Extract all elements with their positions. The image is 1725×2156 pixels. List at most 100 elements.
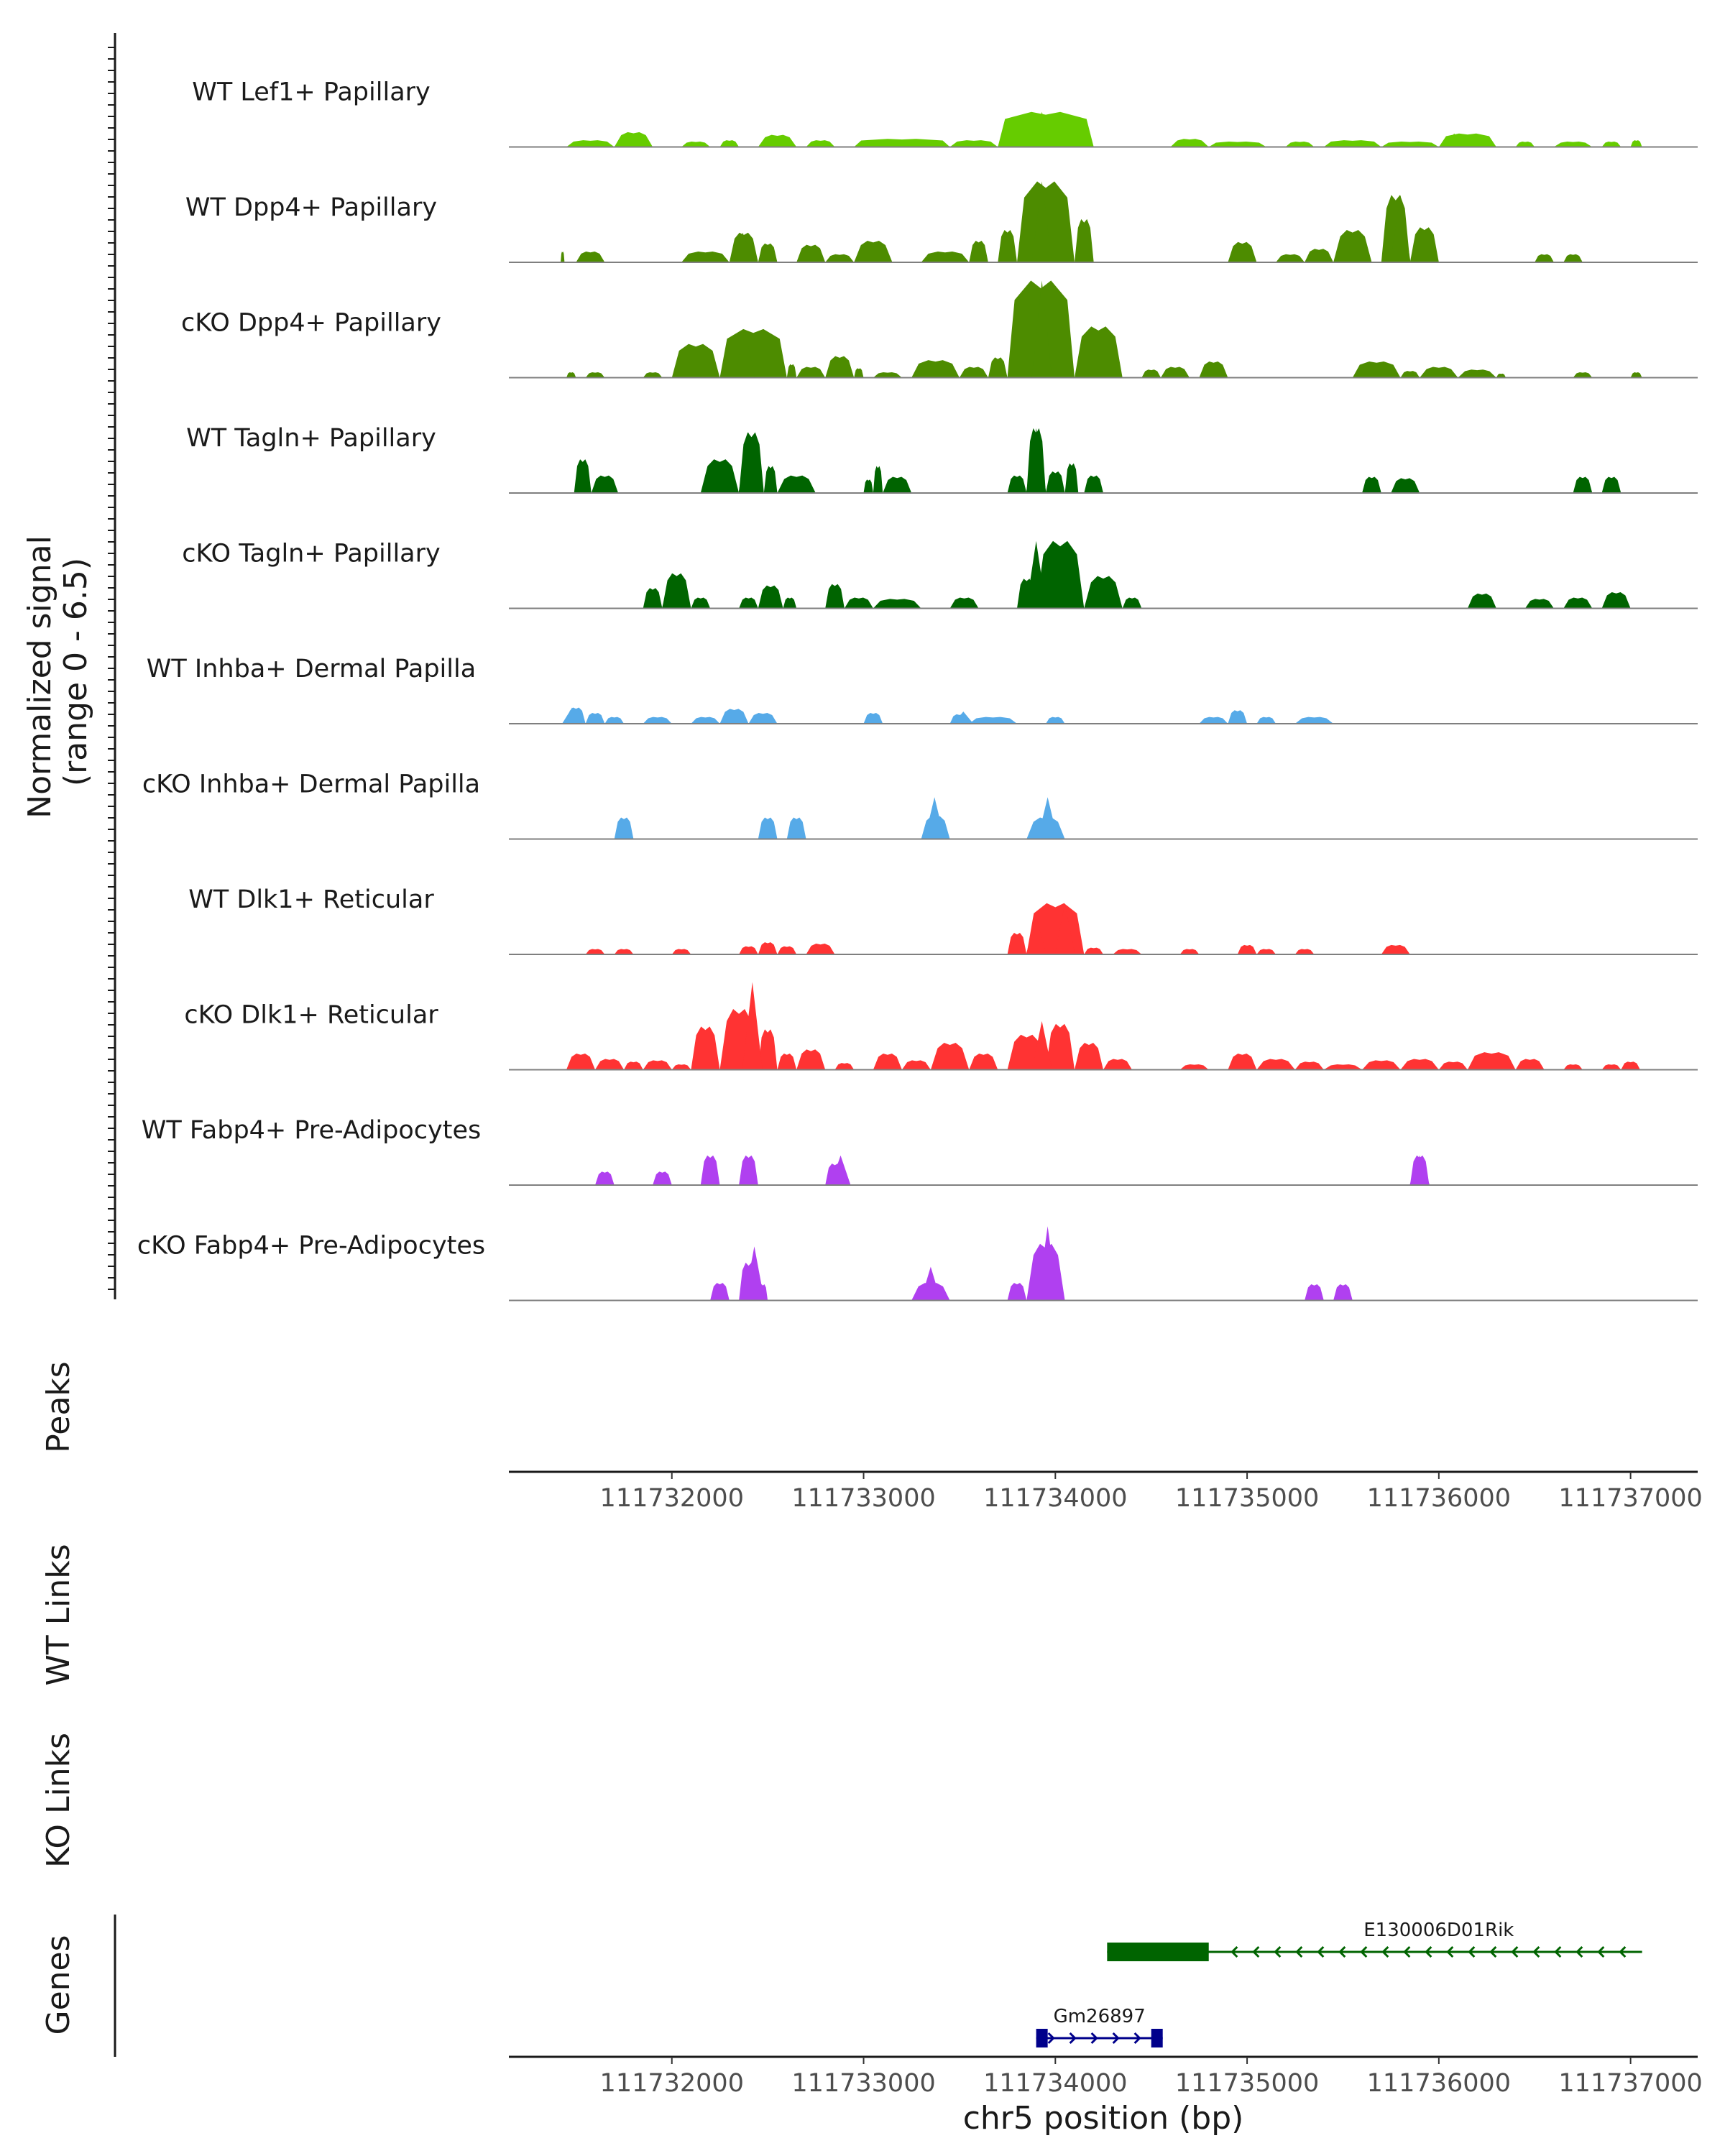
peaks-x-tick-label: 111735000 [1175, 1484, 1319, 1513]
track-label: WT Lef1+ Papillary [192, 78, 431, 107]
coverage-y-axis-title-line2: (range 0 - 6.5) [58, 558, 94, 786]
signal-segment [671, 1064, 691, 1070]
genes-x-tick-label: 111734000 [983, 2069, 1127, 2098]
strand-arrow [1133, 2032, 1141, 2045]
signal-segment [758, 817, 778, 839]
signal-segment [719, 709, 749, 724]
signal-segment [1294, 1061, 1324, 1070]
signal-segment [1524, 599, 1554, 609]
gene-label: Gm26897 [1054, 2006, 1146, 2027]
signal-segment [614, 817, 634, 839]
track-1: WT Dpp4+ Papillary [185, 181, 1698, 263]
signal-segment [566, 140, 615, 147]
peaks-x-tick-label: 111737000 [1558, 1484, 1702, 1513]
signal-segment [739, 597, 758, 609]
signal-segment [854, 241, 893, 262]
track-label: WT Fabp4+ Pre-Adipocytes [142, 1116, 481, 1145]
signal-segment [671, 949, 691, 954]
signal-segment [1294, 717, 1334, 724]
strand-arrow [1619, 1945, 1627, 1958]
track-10: cKO Fabp4+ Pre-Adipocytes [137, 1226, 1698, 1302]
strand-arrow [1047, 2032, 1055, 2045]
signal-segment [806, 140, 835, 147]
strand-arrow [1090, 2032, 1098, 2045]
signal-segment [739, 1155, 758, 1185]
signal-segment [1075, 218, 1094, 262]
signal-segment [595, 1171, 615, 1185]
gene-annotations: E130006D01Rik Gm26897 [1036, 1920, 1642, 2047]
signal-peak [738, 432, 759, 493]
signal-segment [1323, 1064, 1363, 1070]
signal-segment [854, 368, 864, 378]
signal-segment [1305, 249, 1334, 262]
strand-arrow [1230, 1945, 1238, 1958]
peaks-x-tick-label: 111733000 [791, 1484, 935, 1513]
signal-segment [1294, 949, 1315, 954]
strand-arrow [1425, 1945, 1432, 1958]
signal-segment [1276, 254, 1305, 262]
track-3: WT Tagln+ Papillary [186, 424, 1698, 494]
signal-segment [1400, 1059, 1439, 1070]
signal-segment [873, 1054, 902, 1070]
signal-segment [643, 588, 663, 609]
signal-segment [719, 328, 787, 378]
genes-x-tick-label: 111735000 [1175, 2069, 1319, 2098]
strand-arrow [1069, 2032, 1077, 2045]
strand-arrow [1274, 1945, 1282, 1958]
signal-segment [1458, 369, 1496, 378]
signal-segment [710, 1283, 730, 1301]
signal-segment [1601, 592, 1631, 609]
track-6: cKO Inhba+ Dermal Papilla [142, 770, 1698, 840]
strand-arrow [1252, 1945, 1260, 1958]
signal-segment [1601, 1064, 1622, 1070]
track-4: cKO Tagln+ Papillary [182, 540, 1698, 609]
signal-segment [1333, 1284, 1353, 1301]
signal-peak [1390, 195, 1411, 262]
track-label: WT Tagln+ Papillary [186, 424, 436, 453]
signal-segment [1333, 230, 1372, 262]
gene-exon [1151, 2029, 1163, 2047]
signal-peak [1026, 428, 1046, 493]
signal-segment [624, 1061, 643, 1070]
track-label: WT Dlk1+ Reticular [188, 885, 434, 914]
signal-segment [1208, 142, 1266, 147]
peaks-x-tick-label: 111734000 [983, 1484, 1127, 1513]
signal-segment [1601, 476, 1622, 493]
signal-segment [1323, 140, 1381, 147]
signal-segment [574, 459, 592, 493]
track-7: WT Dlk1+ Reticular [188, 885, 1698, 955]
signal-peak [1026, 540, 1046, 609]
signal-segment [1179, 1064, 1209, 1070]
signal-segment [1141, 369, 1161, 378]
signal-peak [1031, 280, 1052, 378]
strand-arrow [1112, 2032, 1120, 2045]
signal-peak [920, 1266, 941, 1301]
signal-segment [1515, 142, 1535, 147]
strand-arrow [1403, 1945, 1411, 1958]
signal-segment [758, 1029, 778, 1070]
signal-segment [758, 134, 797, 147]
track-0: WT Lef1+ Papillary [192, 78, 1698, 148]
genes-panel-title: Genes [40, 1935, 77, 2035]
signal-segment [825, 584, 845, 609]
signal-segment [1199, 361, 1228, 378]
signal-peak [732, 232, 753, 262]
signal-segment [700, 459, 740, 493]
signal-segment [1515, 1059, 1545, 1070]
ko-links-panel-title: KO Links [40, 1733, 77, 1868]
signal-segment [969, 717, 1017, 724]
signal-segment [1036, 540, 1085, 609]
signal-segment [1007, 933, 1027, 954]
strand-arrow [1554, 1945, 1562, 1958]
gene-label: E130006D01Rik [1363, 1920, 1514, 1941]
signal-segment [988, 357, 1008, 378]
signal-segment [1362, 476, 1381, 493]
strand-arrow [1468, 1945, 1476, 1958]
track-label: cKO Tagln+ Papillary [182, 540, 441, 568]
signal-segment [604, 717, 625, 724]
signal-segment [591, 475, 619, 493]
signal-segment [1621, 1061, 1640, 1070]
signal-peak [742, 982, 763, 1070]
signal-segment [1285, 142, 1315, 147]
signal-segment [758, 243, 778, 262]
